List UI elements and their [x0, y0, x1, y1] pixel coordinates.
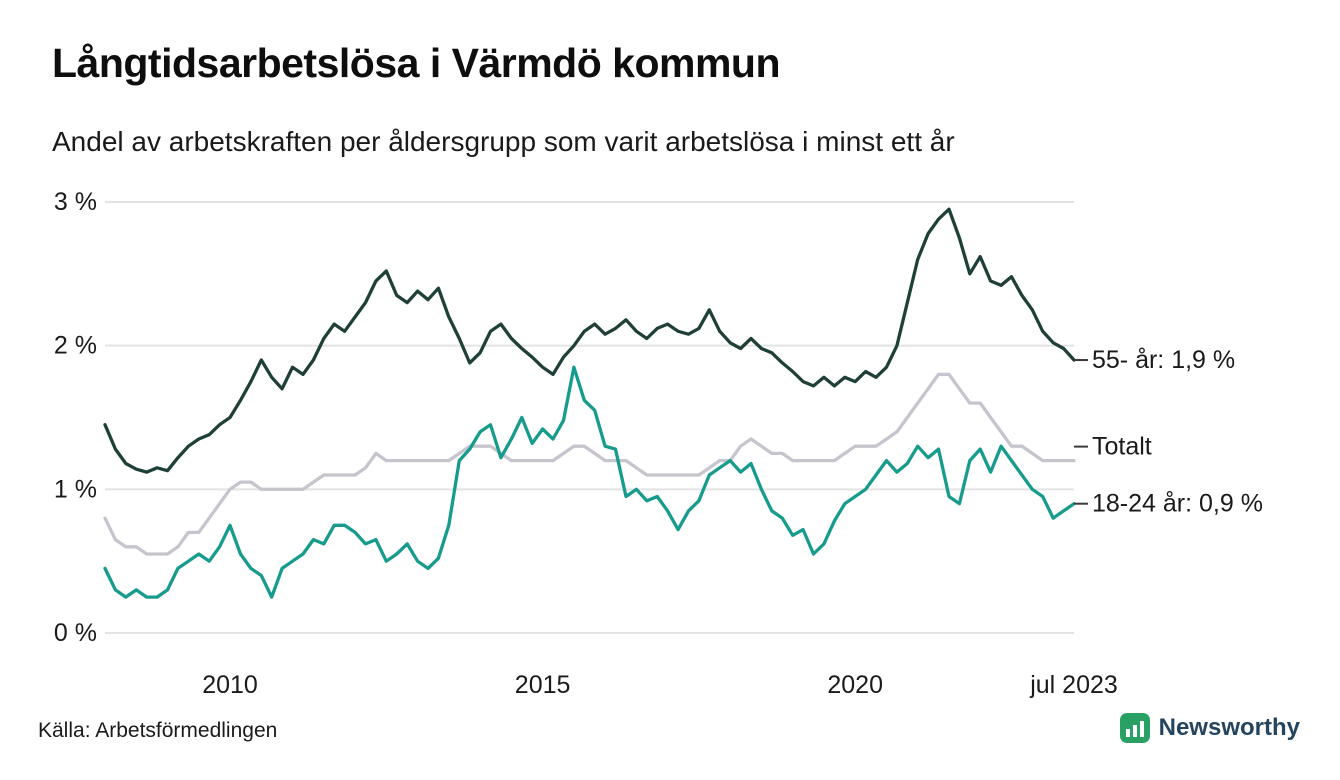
- y-axis-tick-label: 2 %: [54, 332, 97, 360]
- source-note: Källa: Arbetsförmedlingen: [38, 719, 278, 742]
- series-line-18-24r: [103, 365, 1076, 599]
- chart-subtitle: Andel av arbetskraften per åldersgrupp s…: [52, 126, 955, 157]
- x-axis-tick-label: 2010: [202, 671, 258, 699]
- y-axis-tick-label: 0 %: [54, 619, 97, 647]
- series-end-label: 55- år: 1,9 %: [1092, 346, 1235, 374]
- newsworthy-wordmark: Newsworthy: [1158, 714, 1300, 741]
- bar-chart-icon: [1119, 713, 1150, 743]
- x-axis-tick-label: jul 2023: [1029, 671, 1118, 699]
- series-end-label: 18-24 år: 0,9 %: [1092, 490, 1263, 518]
- series-line-55-r: [103, 207, 1076, 474]
- page-title: Långtidsarbetslösa i Värmdö kommun: [52, 40, 781, 86]
- newsworthy-logo: Newsworthy: [1119, 713, 1300, 743]
- series-end-label: Totalt: [1092, 433, 1152, 461]
- y-axis-tick-label: 1 %: [54, 475, 97, 503]
- series-line-Totalt: [103, 372, 1076, 556]
- x-axis-tick-label: 2015: [515, 671, 571, 699]
- x-axis-tick-label: 2020: [827, 671, 883, 699]
- y-axis-tick-label: 3 %: [54, 188, 97, 216]
